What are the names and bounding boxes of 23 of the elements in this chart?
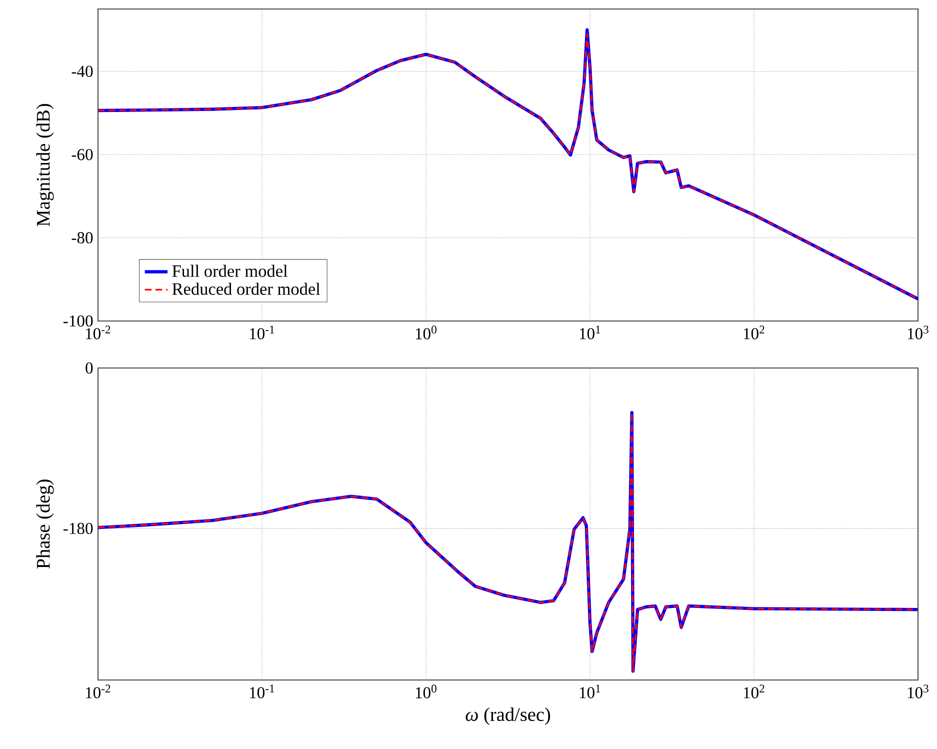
x-tick-label: 10$^{-1}$ bbox=[250, 684, 274, 698]
x-tick-label: 10$^{1}$ bbox=[580, 684, 600, 698]
x-tick-label: 10$^{3}$ bbox=[908, 326, 928, 340]
y-tick-label: -100 bbox=[64, 315, 93, 327]
legend-label: Reduced order model bbox=[172, 282, 320, 295]
y-tick-label: 0 bbox=[86, 362, 93, 374]
x-tick-label: 10$^{2}$ bbox=[744, 684, 764, 698]
x-tick-label: 10$^{-2}$ bbox=[86, 326, 110, 340]
x-tick-label: 10$^{0}$ bbox=[416, 326, 436, 340]
x-tick-label: 10$^{-2}$ bbox=[86, 684, 110, 698]
x-tick-label: 10$^{-1}$ bbox=[250, 326, 274, 340]
x-tick-label: 10$^{3}$ bbox=[908, 684, 928, 698]
y-tick-label: -180 bbox=[64, 522, 93, 534]
y-axis-title: Phase (deg) bbox=[36, 480, 54, 569]
x-tick-label: 10$^{2}$ bbox=[744, 326, 764, 340]
x-tick-label: 10$^{0}$ bbox=[416, 684, 436, 698]
x-tick-label: 10$^{1}$ bbox=[580, 326, 600, 340]
y-tick-label: -80 bbox=[72, 232, 93, 244]
y-tick-label: -40 bbox=[72, 66, 93, 77]
y-tick-label: -60 bbox=[72, 148, 93, 160]
y-axis-title: Magnitude (dB) bbox=[36, 104, 54, 226]
legend-label: Full order model bbox=[172, 264, 288, 277]
x-axis-title: ω (rad/sec) bbox=[466, 707, 550, 725]
